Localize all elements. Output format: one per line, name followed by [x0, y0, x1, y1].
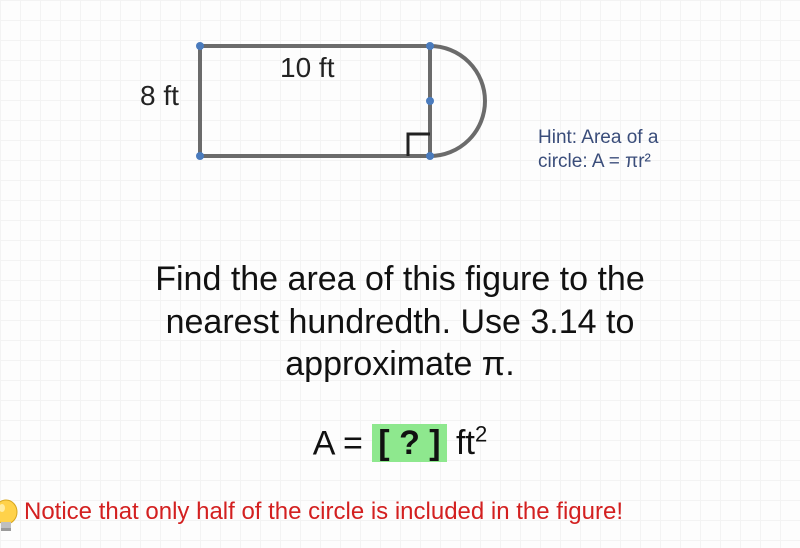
question-line1: Find the area of this figure to the	[155, 260, 645, 298]
hint-text: Hint: Area of a circle: A = πr²	[538, 126, 698, 174]
question-line2: nearest hundredth. Use 3.14 to	[166, 303, 635, 341]
vertex-br	[426, 152, 434, 160]
answer-unit: ft2	[447, 424, 488, 462]
vertex-tl	[196, 42, 204, 50]
question-line3: approximate π.	[285, 345, 514, 383]
vertex-mid	[426, 97, 434, 105]
dimension-top: 10 ft	[280, 52, 334, 84]
right-angle-marker	[408, 134, 430, 156]
figure-container: 10 ft 8 ft Hint: Area of a circle: A = π…	[0, 40, 800, 240]
hint-line1: Hint: Area of a	[538, 127, 658, 148]
question-text: Find the area of this figure to the near…	[0, 258, 800, 386]
answer-line: A = [ ? ] ft2	[0, 422, 800, 463]
hint-line2: circle: A = πr²	[538, 151, 651, 172]
answer-prefix: A =	[313, 424, 373, 462]
vertex-tr	[426, 42, 434, 50]
unit-base: ft	[447, 424, 475, 462]
unit-exp: 2	[475, 422, 487, 447]
notice-text: Notice that only half of the circle is i…	[24, 498, 776, 526]
dimension-left: 8 ft	[140, 80, 179, 112]
lightbulb-icon	[0, 496, 24, 536]
vertex-bl	[196, 152, 204, 160]
answer-blank[interactable]: [ ? ]	[372, 424, 446, 462]
figure-semicircle	[430, 46, 485, 156]
